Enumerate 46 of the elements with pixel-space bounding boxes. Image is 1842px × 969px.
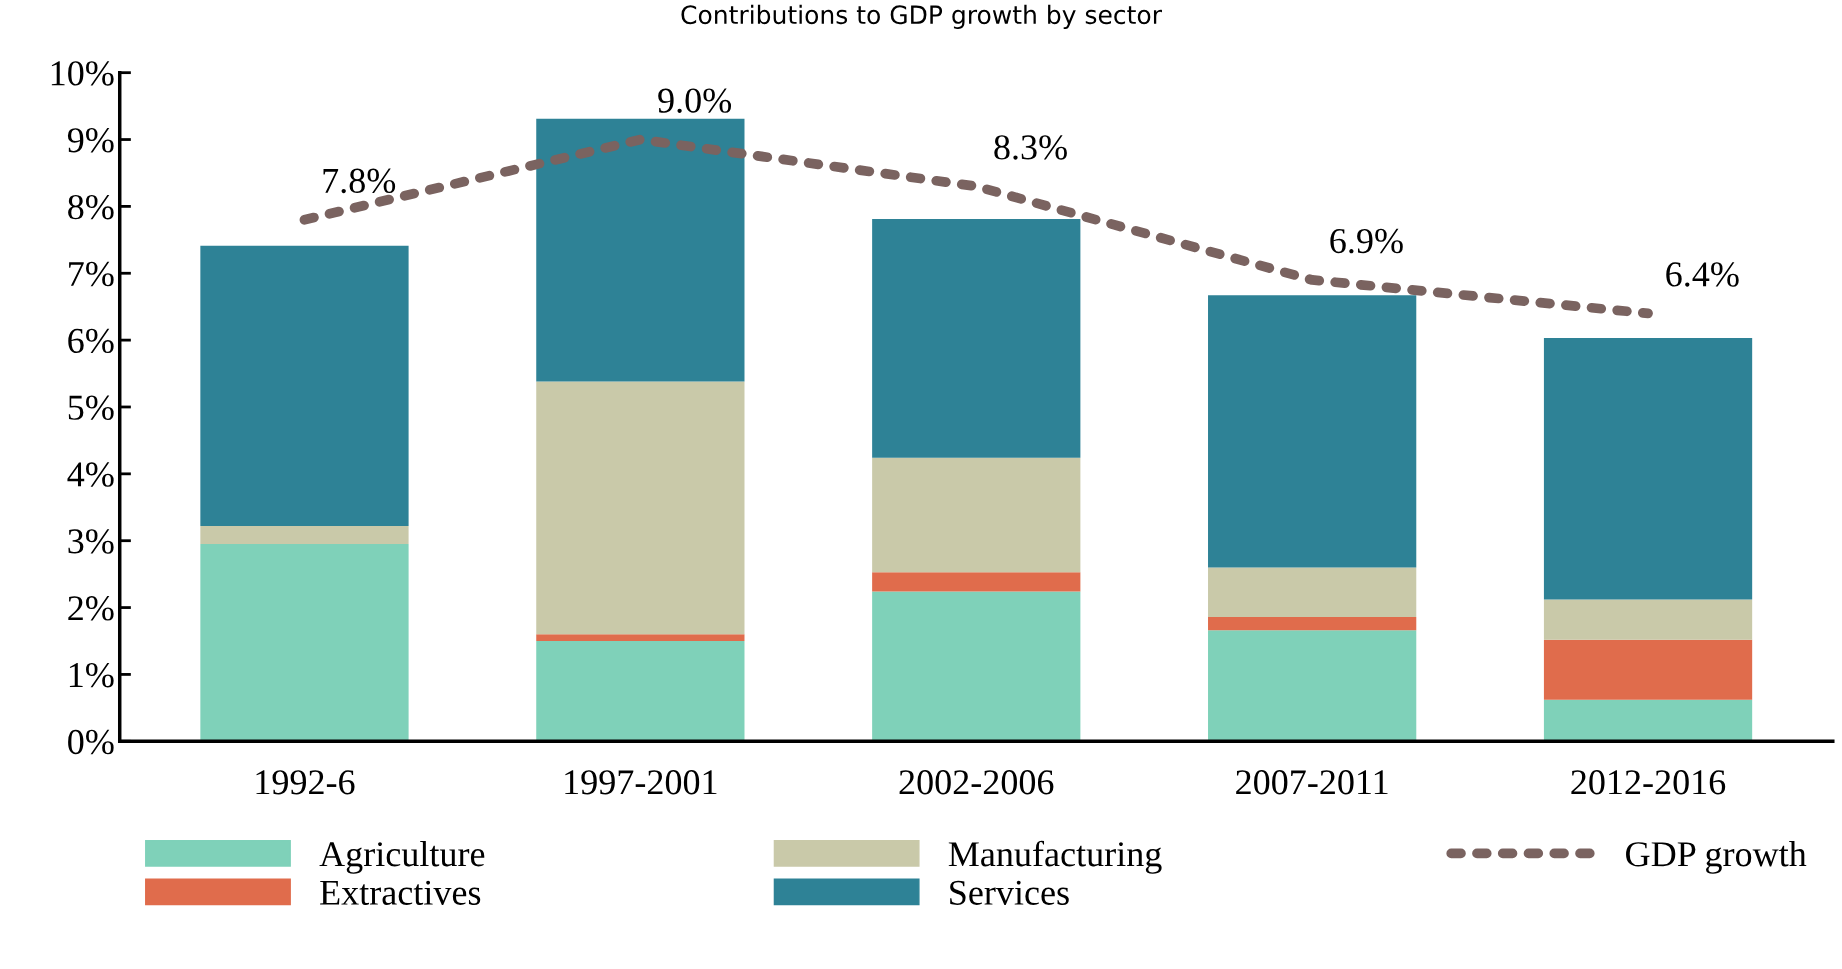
bar <box>872 457 1081 573</box>
bar <box>200 544 409 742</box>
bar <box>536 381 745 635</box>
bar <box>1208 295 1417 568</box>
x-tick-label: 1992-6 <box>256 770 355 795</box>
data-label: 9.0% <box>658 88 732 113</box>
bar <box>872 572 1081 592</box>
y-tick-label: 0% <box>68 729 114 755</box>
data-label: 8.3% <box>994 135 1067 160</box>
y-tick-label: 5% <box>68 395 114 420</box>
bar <box>1543 599 1753 640</box>
bar <box>1208 630 1417 742</box>
bar <box>1208 616 1417 631</box>
x-tick-label: 2002-2006 <box>899 770 1054 795</box>
bar <box>1208 567 1417 617</box>
legend-label: Manufacturing <box>948 840 1162 874</box>
y-tick-label: 4% <box>67 462 114 487</box>
y-tick-label: 10% <box>51 61 114 86</box>
y-tick-label: 6% <box>68 328 114 354</box>
data-label: 6.4% <box>1666 262 1739 287</box>
bar <box>872 219 1081 458</box>
legend-label: GDP growth <box>1626 841 1807 874</box>
bar <box>200 245 409 526</box>
legend-label: Services <box>950 880 1069 905</box>
bar <box>872 591 1081 742</box>
data-label: 7.8% <box>323 168 396 194</box>
bar <box>536 640 745 742</box>
y-tick-label: 7% <box>69 261 114 287</box>
legend-label: Extractives <box>320 880 481 905</box>
y-tick-label: 9% <box>67 128 114 153</box>
legend-label: Agriculture <box>319 841 485 874</box>
bar <box>1543 338 1753 600</box>
x-tick-label: 1997-2001 <box>565 770 717 795</box>
bar <box>1543 639 1753 700</box>
bar <box>1543 699 1753 742</box>
bar <box>200 525 409 545</box>
data-label: 6.9% <box>1330 228 1403 254</box>
chart-title: Contributions to GDP growth by sector <box>681 4 1162 30</box>
bar <box>536 634 745 641</box>
y-tick-label: 1% <box>69 662 114 688</box>
bar <box>536 118 745 382</box>
y-tick-label: 8% <box>68 194 114 220</box>
y-tick-label: 2% <box>68 596 114 621</box>
x-tick-label: 2012-2016 <box>1571 770 1726 795</box>
x-tick-label: 2007-2011 <box>1236 770 1388 795</box>
y-tick-label: 3% <box>68 529 114 554</box>
